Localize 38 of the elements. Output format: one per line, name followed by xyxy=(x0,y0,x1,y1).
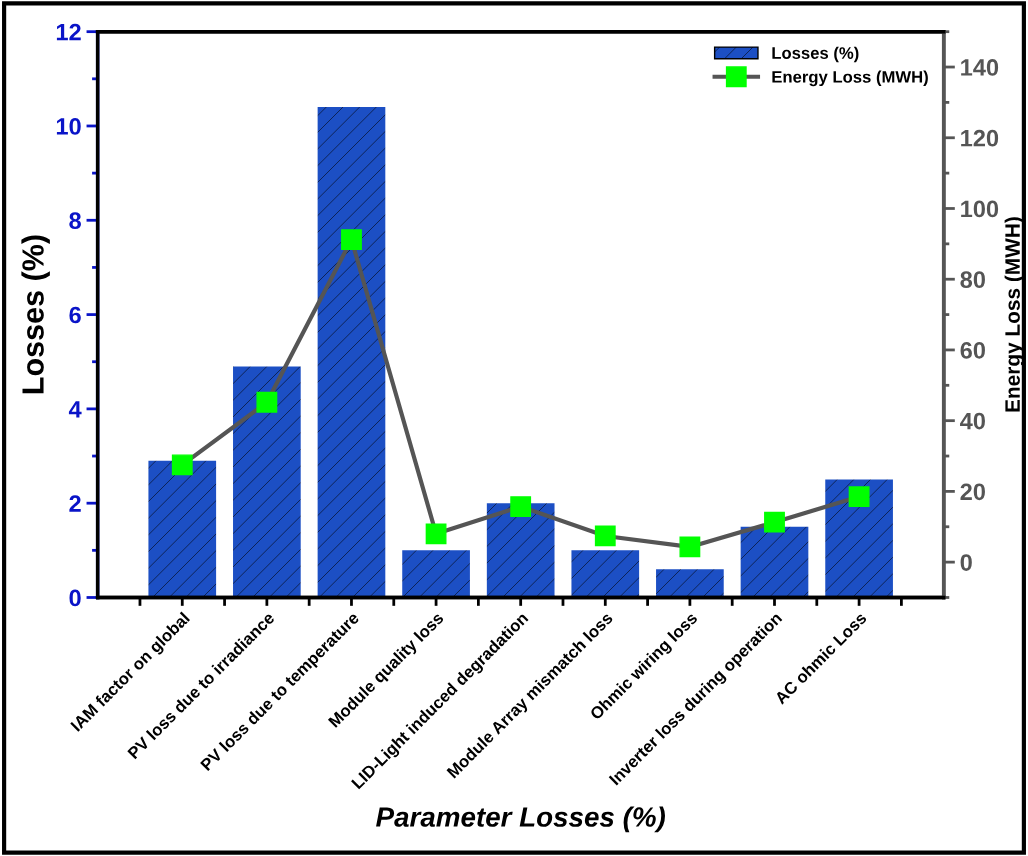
point xyxy=(256,391,278,413)
legend-label: Energy Loss (MWH) xyxy=(772,70,928,87)
point xyxy=(425,523,447,545)
bar xyxy=(825,479,893,598)
x-axis-title: Parameter Losses (%) xyxy=(376,806,665,833)
y-axis-title: Losses (%) xyxy=(21,235,50,394)
y2-tick-label: 120 xyxy=(961,129,999,147)
point xyxy=(848,486,870,508)
y-tick-label: 4 xyxy=(68,401,82,418)
point xyxy=(764,511,785,533)
legend-label: Losses (%) xyxy=(772,46,859,63)
bar xyxy=(486,503,555,598)
y-tick-label: 0 xyxy=(69,589,81,607)
point xyxy=(510,496,532,518)
y2-tick-label: 140 xyxy=(961,59,999,76)
y-tick-label: 10 xyxy=(56,118,81,135)
y-tick-label: 2 xyxy=(69,495,81,512)
bar xyxy=(148,460,217,598)
bar xyxy=(740,526,809,598)
y2-tick-label: 100 xyxy=(961,200,999,218)
y2-tick-label: 40 xyxy=(960,412,985,430)
y2-tick-label: 80 xyxy=(960,271,985,288)
bar xyxy=(656,569,724,598)
y-tick-label: 12 xyxy=(56,23,81,41)
point xyxy=(341,229,362,251)
point xyxy=(679,536,701,558)
y-tick-label: 6 xyxy=(69,306,81,324)
bar xyxy=(233,366,301,598)
y2-tick-label: 60 xyxy=(960,342,985,359)
y2-axis-title: Energy Loss (MWH) xyxy=(1004,217,1025,412)
y2-tick-label: 20 xyxy=(960,483,985,501)
point xyxy=(594,525,616,547)
point xyxy=(171,454,193,476)
y2-tick-label: 0 xyxy=(960,554,972,571)
bar xyxy=(571,550,640,598)
y-tick-label: 8 xyxy=(69,212,81,230)
bar xyxy=(317,107,386,598)
bar xyxy=(402,550,470,598)
